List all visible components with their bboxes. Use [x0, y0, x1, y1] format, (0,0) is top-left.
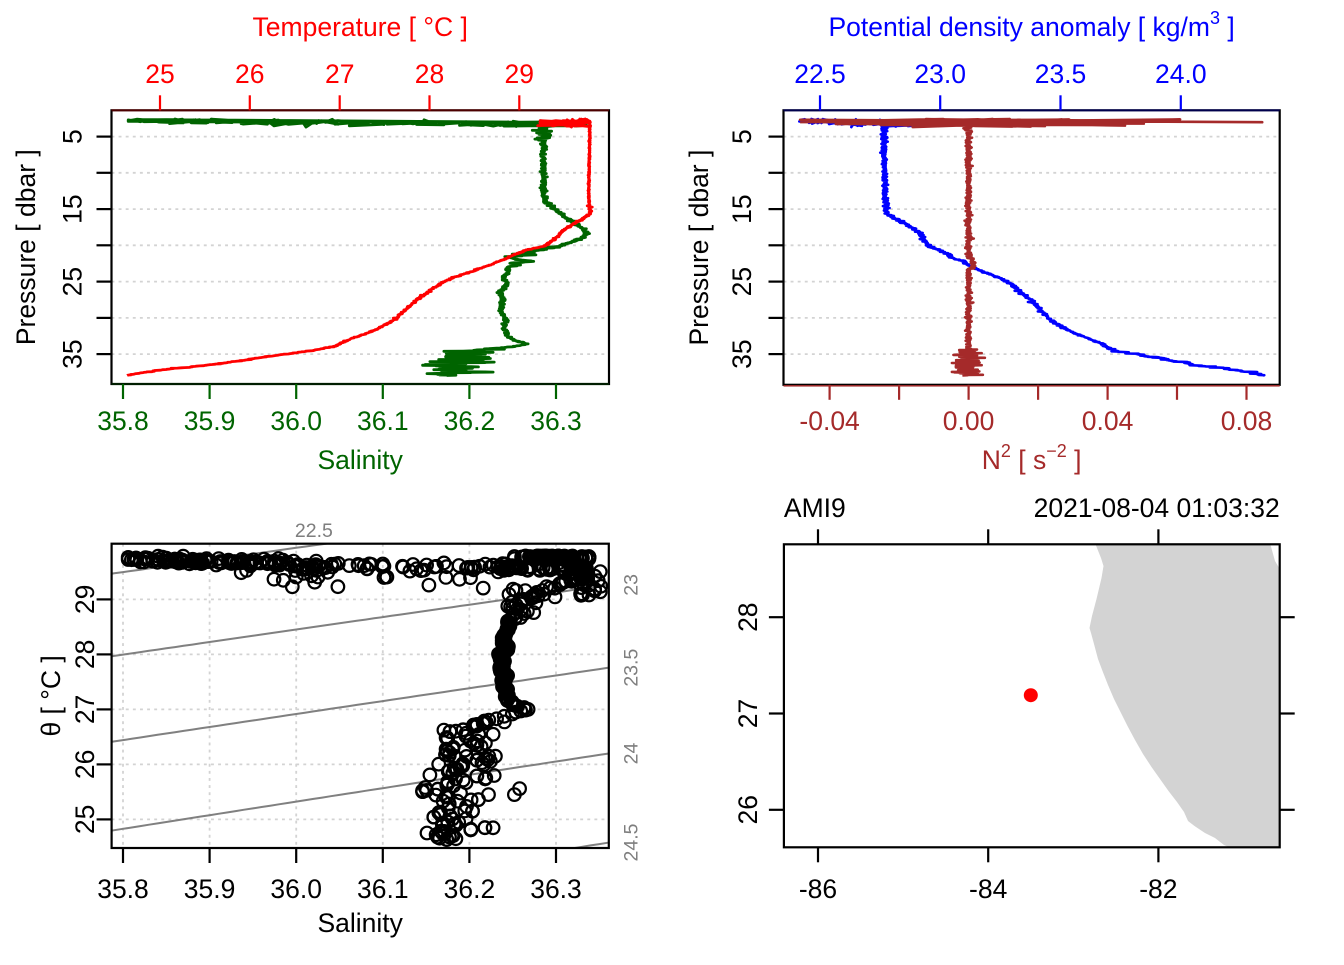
svg-text:5: 5 [58, 129, 88, 144]
svg-text:15: 15 [58, 194, 88, 223]
svg-text:35: 35 [727, 339, 757, 368]
svg-text:36.3: 36.3 [530, 406, 582, 436]
svg-text:35.8: 35.8 [97, 406, 149, 436]
svg-text:θ [ °C ]: θ [ °C ] [36, 655, 66, 736]
svg-text:35.8: 35.8 [97, 874, 149, 904]
svg-text:23.0: 23.0 [914, 59, 966, 89]
svg-text:Salinity: Salinity [317, 445, 403, 475]
svg-text:Pressure [ dbar ]: Pressure [ dbar ] [684, 150, 714, 346]
svg-text:N2 [ s−2 ]: N2 [ s−2 ] [982, 441, 1082, 475]
svg-text:25: 25 [727, 267, 757, 296]
svg-text:0.04: 0.04 [1082, 406, 1134, 436]
svg-text:25: 25 [145, 59, 174, 89]
svg-text:35.9: 35.9 [184, 406, 236, 436]
svg-text:25: 25 [58, 267, 88, 296]
svg-text:0.00: 0.00 [943, 406, 995, 436]
svg-text:27: 27 [733, 699, 763, 728]
svg-text:23: 23 [621, 574, 643, 596]
svg-text:Temperature [ °C ]: Temperature [ °C ] [253, 12, 468, 42]
svg-text:15: 15 [727, 194, 757, 223]
svg-text:35.9: 35.9 [184, 874, 236, 904]
svg-text:23.5: 23.5 [621, 649, 643, 687]
svg-text:36.2: 36.2 [444, 874, 496, 904]
svg-text:23.5: 23.5 [1035, 59, 1087, 89]
svg-text:27: 27 [70, 695, 100, 724]
svg-text:26: 26 [733, 795, 763, 824]
svg-text:29: 29 [70, 585, 100, 614]
svg-text:28: 28 [415, 59, 444, 89]
svg-text:36.1: 36.1 [357, 874, 409, 904]
svg-text:29: 29 [505, 59, 534, 89]
svg-text:36.0: 36.0 [270, 874, 322, 904]
svg-text:26: 26 [235, 59, 264, 89]
svg-text:Potential density anomaly [ kg: Potential density anomaly [ kg/m3 ] [828, 8, 1234, 42]
svg-text:26: 26 [70, 750, 100, 779]
svg-text:Salinity: Salinity [317, 908, 403, 938]
svg-text:22.5: 22.5 [794, 59, 846, 89]
svg-text:24.0: 24.0 [1155, 59, 1207, 89]
svg-text:AMI9: AMI9 [784, 493, 846, 523]
svg-text:24.5: 24.5 [621, 823, 643, 861]
svg-text:Pressure [ dbar ]: Pressure [ dbar ] [11, 149, 41, 345]
svg-text:24: 24 [621, 743, 643, 765]
svg-text:27: 27 [325, 59, 354, 89]
svg-text:0.08: 0.08 [1221, 406, 1273, 436]
svg-text:-86: -86 [799, 874, 837, 904]
svg-text:36.2: 36.2 [444, 406, 496, 436]
svg-text:-82: -82 [1139, 874, 1177, 904]
svg-text:-84: -84 [969, 874, 1007, 904]
svg-text:2021-08-04 01:03:32: 2021-08-04 01:03:32 [1034, 493, 1280, 523]
svg-text:25: 25 [70, 805, 100, 834]
svg-text:36.1: 36.1 [357, 406, 409, 436]
svg-text:36.0: 36.0 [270, 406, 322, 436]
svg-text:28: 28 [70, 640, 100, 669]
svg-text:5: 5 [727, 129, 757, 144]
svg-text:22.5: 22.5 [295, 520, 333, 542]
svg-text:-0.04: -0.04 [799, 406, 859, 436]
svg-text:28: 28 [733, 602, 763, 631]
svg-text:36.3: 36.3 [530, 874, 582, 904]
svg-text:35: 35 [58, 339, 88, 368]
